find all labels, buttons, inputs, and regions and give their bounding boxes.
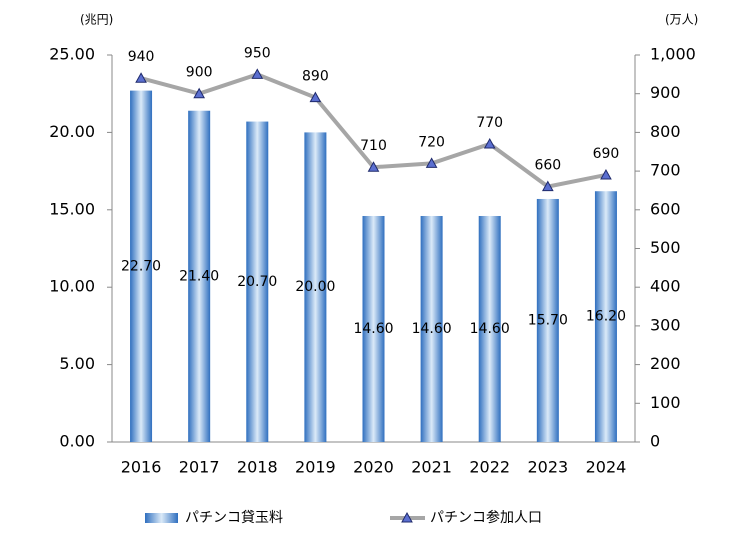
x-tick-label: 2020 (353, 458, 394, 477)
bar-value-label: 14.60 (412, 321, 452, 337)
x-tick-label: 2023 (527, 458, 568, 477)
y2-tick-label: 1,000 (650, 45, 696, 64)
bar (130, 90, 153, 442)
marker (367, 161, 380, 172)
y2-tick-label: 800 (650, 122, 681, 141)
line-value-label: 710 (360, 138, 387, 154)
y2-tick-label: 500 (650, 238, 681, 257)
y-tick-label: 5.00 (59, 354, 95, 373)
legend-swatch (145, 513, 178, 523)
line-value-label: 720 (418, 134, 445, 150)
legend-label: パチンコ貸玉料 (185, 510, 283, 526)
bar-value-label: 14.60 (470, 321, 510, 337)
y2-tick-label: 0 (650, 432, 660, 451)
y2-tick-label: 600 (650, 199, 681, 218)
bar-value-label: 21.40 (179, 268, 219, 284)
marker (483, 137, 496, 149)
line-value-label: 940 (128, 49, 155, 65)
bar-value-label: 20.00 (295, 279, 335, 295)
line-value-label: 950 (244, 45, 271, 61)
y-tick-label: 0.00 (59, 432, 95, 451)
bar (594, 191, 617, 442)
bar (304, 132, 327, 442)
y2-tick-label: 300 (650, 315, 681, 334)
marker (600, 168, 612, 180)
y-tick-label: 25.00 (49, 45, 95, 64)
bar (362, 215, 385, 442)
marker (251, 68, 264, 79)
x-tick-label: 2021 (411, 458, 452, 477)
bar-value-label: 14.60 (353, 321, 393, 337)
y-tick-label: 15.00 (49, 199, 95, 218)
bar (246, 121, 269, 443)
bar-value-label: 16.20 (586, 309, 626, 325)
line-value-label: 890 (302, 69, 329, 85)
line-value-label: 690 (593, 146, 620, 162)
line-value-label: 770 (476, 115, 503, 131)
y-axis-label: (兆円) (80, 13, 113, 27)
y2-tick-label: 900 (650, 83, 681, 102)
y2-axis-label: (万人) (665, 13, 698, 27)
legend-label: パチンコ参加人口 (430, 509, 542, 526)
x-tick-label: 2022 (469, 458, 510, 477)
x-tick-label: 2019 (295, 458, 336, 477)
x-tick-label: 2018 (237, 458, 278, 477)
y-tick-label: 20.00 (49, 122, 95, 141)
line-value-label: 900 (186, 65, 213, 81)
legend-marker (401, 511, 413, 523)
y-tick-label: 10.00 (49, 277, 95, 296)
x-tick-label: 2024 (586, 458, 627, 477)
bar (188, 110, 211, 442)
bar-value-label: 15.70 (528, 312, 568, 328)
bar (536, 198, 559, 442)
marker (425, 157, 438, 168)
marker (193, 87, 206, 99)
y2-tick-label: 200 (650, 354, 681, 373)
marker (309, 91, 322, 103)
bar (420, 215, 443, 442)
y2-tick-label: 400 (650, 277, 681, 296)
x-tick-label: 2016 (121, 458, 162, 477)
bar (478, 215, 501, 442)
marker (135, 72, 147, 83)
bar-value-label: 22.70 (121, 258, 161, 274)
bar-value-label: 20.70 (237, 274, 277, 290)
x-tick-label: 2017 (179, 458, 220, 477)
y2-tick-label: 700 (650, 161, 681, 180)
line-value-label: 660 (534, 158, 561, 174)
marker (541, 180, 554, 192)
y2-tick-label: 100 (650, 393, 681, 412)
